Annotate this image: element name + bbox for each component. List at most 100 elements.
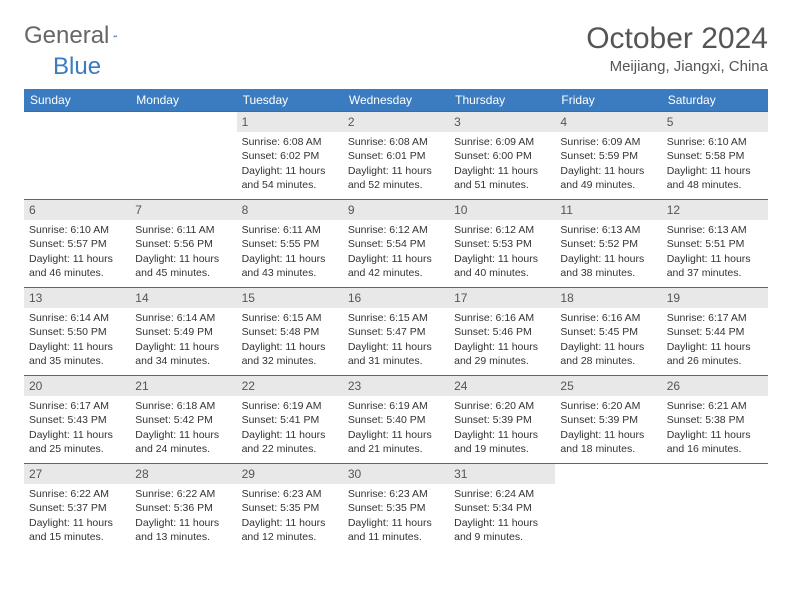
- calendar-week-row: 13Sunrise: 6:14 AMSunset: 5:50 PMDayligh…: [24, 287, 768, 375]
- calendar-day-cell: 1Sunrise: 6:08 AMSunset: 6:02 PMDaylight…: [237, 111, 343, 199]
- calendar-day-cell: 28Sunrise: 6:22 AMSunset: 5:36 PMDayligh…: [130, 463, 236, 551]
- day-details: Sunrise: 6:09 AMSunset: 5:59 PMDaylight:…: [555, 132, 661, 196]
- calendar-day-cell: 14Sunrise: 6:14 AMSunset: 5:49 PMDayligh…: [130, 287, 236, 375]
- calendar-day-cell: 13Sunrise: 6:14 AMSunset: 5:50 PMDayligh…: [24, 287, 130, 375]
- calendar-body: 1Sunrise: 6:08 AMSunset: 6:02 PMDaylight…: [24, 111, 768, 551]
- day-details: Sunrise: 6:17 AMSunset: 5:44 PMDaylight:…: [662, 308, 768, 372]
- calendar-empty-cell: [662, 463, 768, 551]
- calendar-empty-cell: [555, 463, 661, 551]
- day-number: 28: [130, 463, 236, 484]
- empty-daynum: [662, 463, 768, 484]
- day-number: 17: [449, 287, 555, 308]
- calendar-day-cell: 2Sunrise: 6:08 AMSunset: 6:01 PMDaylight…: [343, 111, 449, 199]
- day-number: 31: [449, 463, 555, 484]
- day-details: Sunrise: 6:12 AMSunset: 5:53 PMDaylight:…: [449, 220, 555, 284]
- day-number: 10: [449, 199, 555, 220]
- day-number: 23: [343, 375, 449, 396]
- day-number: 20: [24, 375, 130, 396]
- day-details: Sunrise: 6:22 AMSunset: 5:36 PMDaylight:…: [130, 484, 236, 548]
- day-number: 29: [237, 463, 343, 484]
- day-number: 30: [343, 463, 449, 484]
- day-details: Sunrise: 6:09 AMSunset: 6:00 PMDaylight:…: [449, 132, 555, 196]
- calendar-week-row: 1Sunrise: 6:08 AMSunset: 6:02 PMDaylight…: [24, 111, 768, 199]
- day-number: 6: [24, 199, 130, 220]
- day-details: Sunrise: 6:11 AMSunset: 5:55 PMDaylight:…: [237, 220, 343, 284]
- calendar-day-cell: 7Sunrise: 6:11 AMSunset: 5:56 PMDaylight…: [130, 199, 236, 287]
- calendar-week-row: 27Sunrise: 6:22 AMSunset: 5:37 PMDayligh…: [24, 463, 768, 551]
- day-number: 26: [662, 375, 768, 396]
- calendar-day-cell: 20Sunrise: 6:17 AMSunset: 5:43 PMDayligh…: [24, 375, 130, 463]
- calendar-day-cell: 23Sunrise: 6:19 AMSunset: 5:40 PMDayligh…: [343, 375, 449, 463]
- calendar-day-cell: 25Sunrise: 6:20 AMSunset: 5:39 PMDayligh…: [555, 375, 661, 463]
- calendar-week-row: 6Sunrise: 6:10 AMSunset: 5:57 PMDaylight…: [24, 199, 768, 287]
- day-number: 14: [130, 287, 236, 308]
- day-details: Sunrise: 6:17 AMSunset: 5:43 PMDaylight:…: [24, 396, 130, 460]
- logo-text-2: Blue: [53, 53, 101, 80]
- day-details: Sunrise: 6:21 AMSunset: 5:38 PMDaylight:…: [662, 396, 768, 460]
- day-number: 8: [237, 199, 343, 220]
- calendar-day-cell: 30Sunrise: 6:23 AMSunset: 5:35 PMDayligh…: [343, 463, 449, 551]
- day-details: Sunrise: 6:20 AMSunset: 5:39 PMDaylight:…: [449, 396, 555, 460]
- header: General October 2024 Meijiang, Jiangxi, …: [24, 22, 768, 75]
- day-number: 27: [24, 463, 130, 484]
- calendar-table: SundayMondayTuesdayWednesdayThursdayFrid…: [24, 89, 768, 551]
- day-details: Sunrise: 6:20 AMSunset: 5:39 PMDaylight:…: [555, 396, 661, 460]
- day-details: Sunrise: 6:19 AMSunset: 5:41 PMDaylight:…: [237, 396, 343, 460]
- logo-icon: [113, 27, 117, 45]
- weekday-header: Monday: [130, 89, 236, 111]
- title-block: October 2024 Meijiang, Jiangxi, China: [586, 22, 768, 75]
- calendar-day-cell: 5Sunrise: 6:10 AMSunset: 5:58 PMDaylight…: [662, 111, 768, 199]
- day-number: 2: [343, 111, 449, 132]
- calendar-day-cell: 31Sunrise: 6:24 AMSunset: 5:34 PMDayligh…: [449, 463, 555, 551]
- day-number: 3: [449, 111, 555, 132]
- calendar-empty-cell: [130, 111, 236, 199]
- calendar-day-cell: 18Sunrise: 6:16 AMSunset: 5:45 PMDayligh…: [555, 287, 661, 375]
- day-number: 22: [237, 375, 343, 396]
- weekday-header: Friday: [555, 89, 661, 111]
- day-details: Sunrise: 6:23 AMSunset: 5:35 PMDaylight:…: [343, 484, 449, 548]
- calendar-day-cell: 22Sunrise: 6:19 AMSunset: 5:41 PMDayligh…: [237, 375, 343, 463]
- weekday-header: Saturday: [662, 89, 768, 111]
- calendar-day-cell: 3Sunrise: 6:09 AMSunset: 6:00 PMDaylight…: [449, 111, 555, 199]
- day-number: 16: [343, 287, 449, 308]
- day-number: 21: [130, 375, 236, 396]
- day-details: Sunrise: 6:16 AMSunset: 5:45 PMDaylight:…: [555, 308, 661, 372]
- day-details: Sunrise: 6:12 AMSunset: 5:54 PMDaylight:…: [343, 220, 449, 284]
- month-title: October 2024: [586, 22, 768, 56]
- day-number: 4: [555, 111, 661, 132]
- day-number: 5: [662, 111, 768, 132]
- day-number: 15: [237, 287, 343, 308]
- calendar-day-cell: 26Sunrise: 6:21 AMSunset: 5:38 PMDayligh…: [662, 375, 768, 463]
- empty-daynum: [555, 463, 661, 484]
- day-details: Sunrise: 6:22 AMSunset: 5:37 PMDaylight:…: [24, 484, 130, 548]
- calendar-day-cell: 11Sunrise: 6:13 AMSunset: 5:52 PMDayligh…: [555, 199, 661, 287]
- calendar-day-cell: 9Sunrise: 6:12 AMSunset: 5:54 PMDaylight…: [343, 199, 449, 287]
- day-details: Sunrise: 6:23 AMSunset: 5:35 PMDaylight:…: [237, 484, 343, 548]
- day-number: 19: [662, 287, 768, 308]
- weekday-header: Wednesday: [343, 89, 449, 111]
- empty-daynum: [24, 111, 130, 132]
- calendar-day-cell: 4Sunrise: 6:09 AMSunset: 5:59 PMDaylight…: [555, 111, 661, 199]
- location: Meijiang, Jiangxi, China: [586, 58, 768, 75]
- day-details: Sunrise: 6:18 AMSunset: 5:42 PMDaylight:…: [130, 396, 236, 460]
- day-number: 7: [130, 199, 236, 220]
- calendar-day-cell: 15Sunrise: 6:15 AMSunset: 5:48 PMDayligh…: [237, 287, 343, 375]
- calendar-day-cell: 10Sunrise: 6:12 AMSunset: 5:53 PMDayligh…: [449, 199, 555, 287]
- day-number: 12: [662, 199, 768, 220]
- day-details: Sunrise: 6:13 AMSunset: 5:51 PMDaylight:…: [662, 220, 768, 284]
- calendar-day-cell: 6Sunrise: 6:10 AMSunset: 5:57 PMDaylight…: [24, 199, 130, 287]
- day-details: Sunrise: 6:19 AMSunset: 5:40 PMDaylight:…: [343, 396, 449, 460]
- day-details: Sunrise: 6:16 AMSunset: 5:46 PMDaylight:…: [449, 308, 555, 372]
- calendar-day-cell: 29Sunrise: 6:23 AMSunset: 5:35 PMDayligh…: [237, 463, 343, 551]
- day-details: Sunrise: 6:15 AMSunset: 5:48 PMDaylight:…: [237, 308, 343, 372]
- empty-daynum: [130, 111, 236, 132]
- calendar-empty-cell: [24, 111, 130, 199]
- day-number: 1: [237, 111, 343, 132]
- day-details: Sunrise: 6:13 AMSunset: 5:52 PMDaylight:…: [555, 220, 661, 284]
- calendar-day-cell: 21Sunrise: 6:18 AMSunset: 5:42 PMDayligh…: [130, 375, 236, 463]
- calendar-day-cell: 27Sunrise: 6:22 AMSunset: 5:37 PMDayligh…: [24, 463, 130, 551]
- day-number: 11: [555, 199, 661, 220]
- day-details: Sunrise: 6:08 AMSunset: 6:01 PMDaylight:…: [343, 132, 449, 196]
- calendar-day-cell: 8Sunrise: 6:11 AMSunset: 5:55 PMDaylight…: [237, 199, 343, 287]
- weekday-header-row: SundayMondayTuesdayWednesdayThursdayFrid…: [24, 89, 768, 111]
